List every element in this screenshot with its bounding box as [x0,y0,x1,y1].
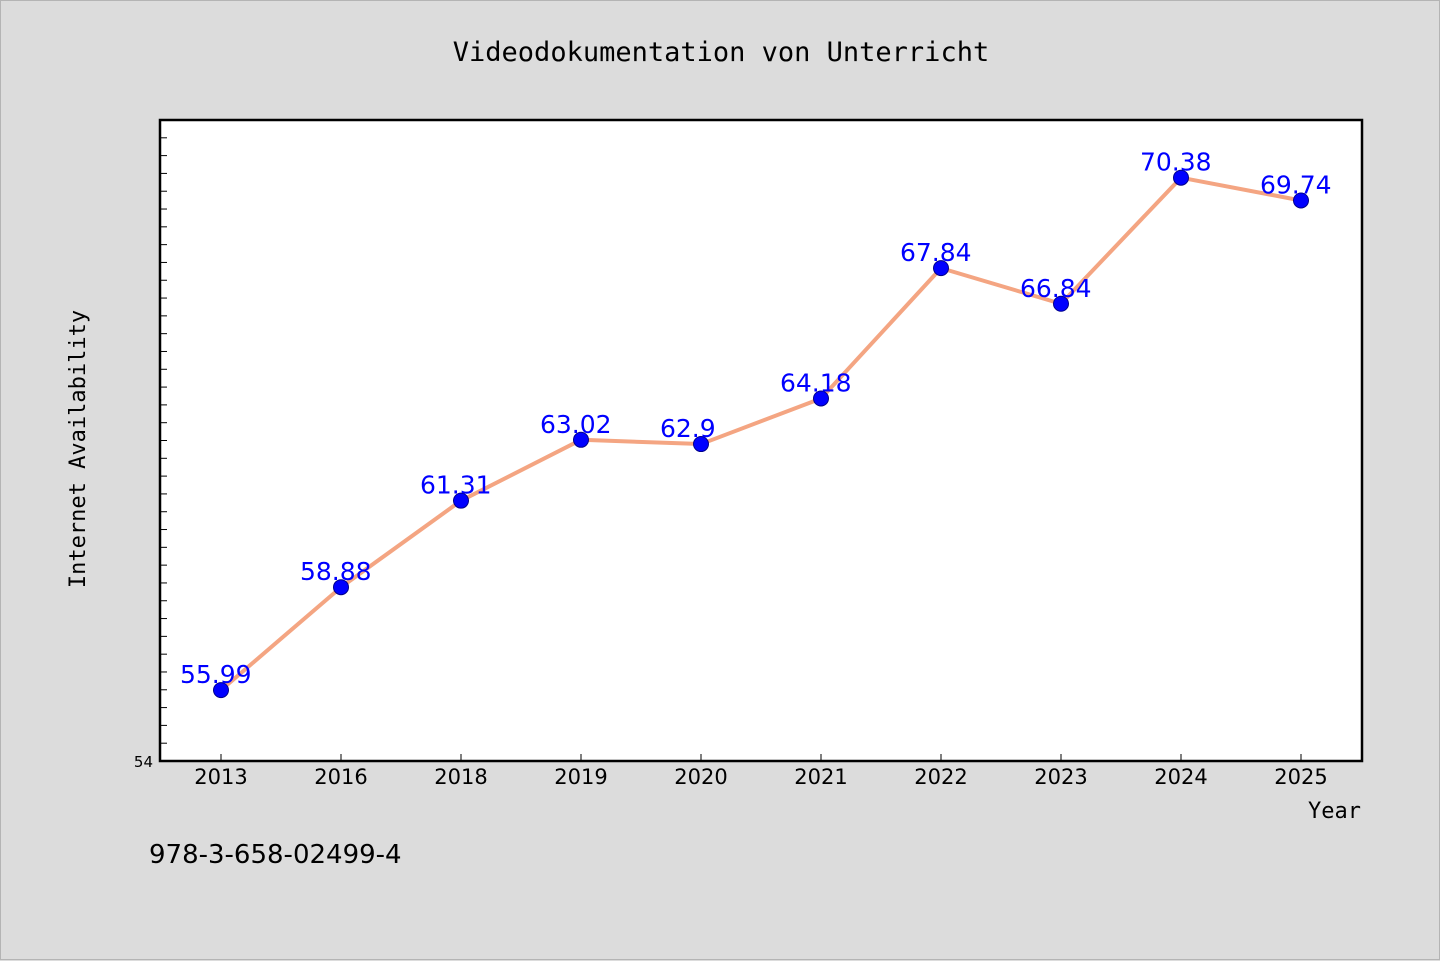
data-label-2020: 62.9 [660,414,716,443]
x-tick-label-2020: 2020 [674,765,727,789]
data-label-2018: 61.31 [420,471,492,500]
x-tick-label-2022: 2022 [914,765,967,789]
x-axis-ticks [220,754,1302,761]
y-axis-min-label: 54 [134,753,153,771]
x-axis-tick-labels: 2013 2016 2018 2019 2020 2021 2022 2023 2024 2025 [194,765,1327,789]
data-point-2018 [453,492,469,509]
series-markers [213,169,1309,699]
data-point-2020 [693,436,709,453]
data-point-2019 [573,431,589,448]
series-line [219,175,1303,693]
data-label-2023: 66.84 [1020,274,1092,303]
chart-title: Videodokumentation von Unterricht [453,37,989,68]
data-label-2022: 67.84 [900,238,972,267]
x-tick-label-2013: 2013 [194,765,247,789]
data-point-2024 [1173,169,1189,186]
data-label-2024: 70.38 [1140,148,1212,177]
x-tick-label-2016: 2016 [314,765,367,789]
data-label-2016: 58.88 [300,557,372,586]
data-point-2021 [813,390,829,407]
x-tick-label-2021: 2021 [794,765,847,789]
data-labels: 55.99 58.88 61.31 63.02 62.9 64.18 67.84 66.84 7… [180,148,1332,689]
plot-area [158,118,1364,763]
data-point-2025 [1293,192,1309,209]
x-tick-label-2023: 2023 [1034,765,1087,789]
x-axis-label: Year [1308,799,1361,824]
x-tick-label-2025: 2025 [1274,765,1327,789]
x-tick-label-2024: 2024 [1154,765,1207,789]
data-label-2025: 69.74 [1260,170,1332,199]
data-point-2023 [1053,295,1069,312]
y-axis-ticks [160,137,167,744]
y-axis-label: Internet Availability [66,310,91,588]
x-tick-label-2018: 2018 [434,765,487,789]
data-label-2019: 63.02 [540,410,612,439]
data-point-2016 [333,579,349,596]
footer-isbn: 978-3-658-02499-4 [149,840,402,870]
data-point-2022 [933,260,949,277]
data-label-2013: 55.99 [180,660,252,689]
data-label-2021: 64.18 [780,368,852,397]
series-line-group [219,175,1303,693]
data-point-2013 [213,682,229,699]
x-tick-label-2019: 2019 [554,765,607,789]
